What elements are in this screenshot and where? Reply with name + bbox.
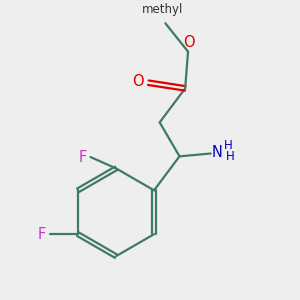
Text: F: F xyxy=(79,149,87,164)
Text: methyl: methyl xyxy=(142,3,183,16)
Text: O: O xyxy=(183,35,195,50)
Text: O: O xyxy=(133,74,144,89)
Text: N: N xyxy=(212,145,223,160)
Text: F: F xyxy=(38,227,46,242)
Text: H: H xyxy=(225,150,234,163)
Text: H: H xyxy=(224,139,232,152)
